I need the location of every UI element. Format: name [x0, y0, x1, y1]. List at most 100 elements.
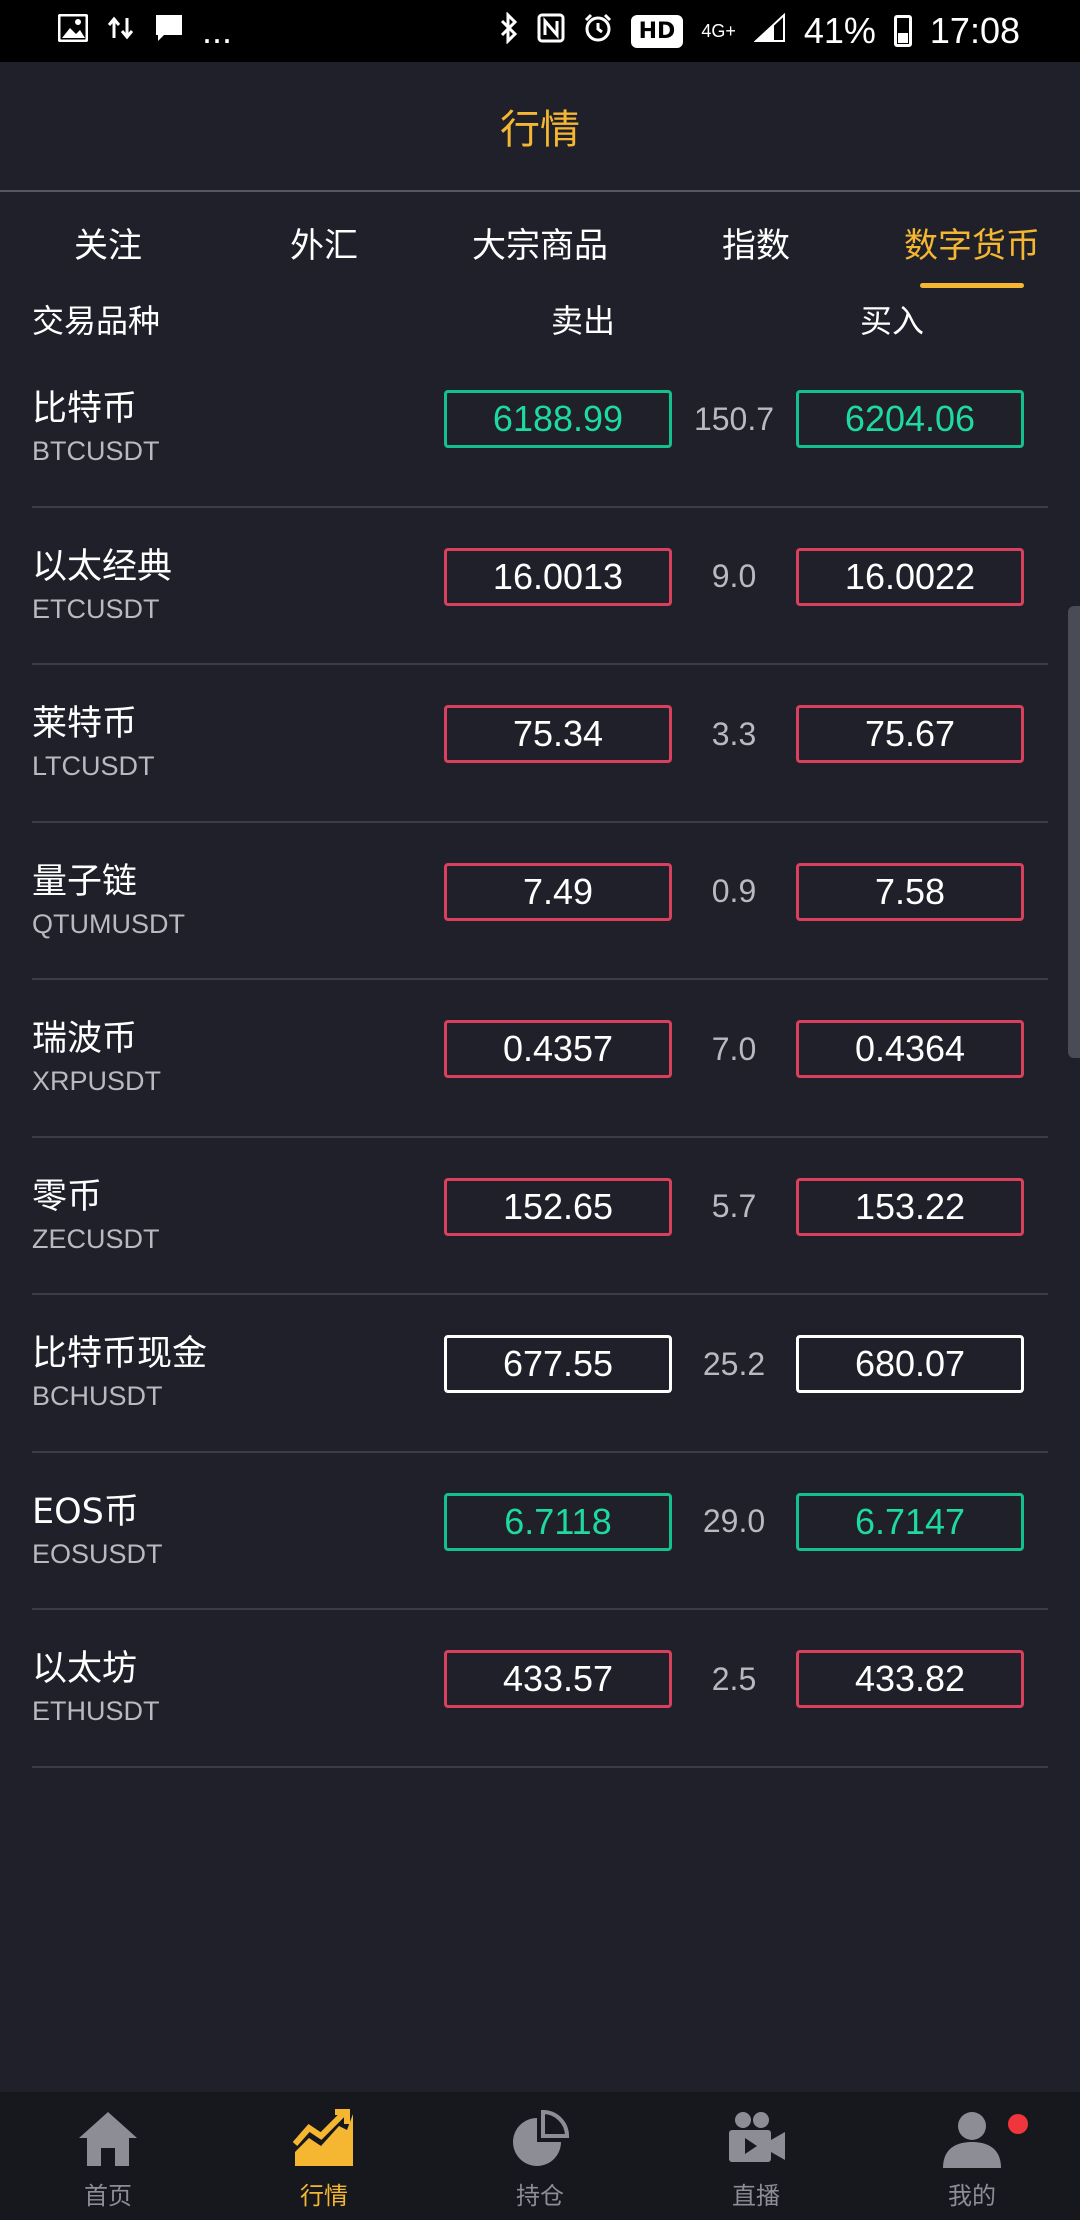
quote-row[interactable]: 以太经典 ETCUSDT 16.0013 9.0 16.0022 [32, 508, 1048, 665]
symbol-name: 莱特币 [32, 704, 138, 744]
spread-value: 29.0 [702, 1503, 766, 1539]
quote-row[interactable]: 莱特币 LTCUSDT 75.34 3.3 75.67 [32, 665, 1048, 823]
quote-row[interactable]: 零币 ZECUSDT 152.65 5.7 153.22 [32, 1138, 1048, 1295]
nav-label: 我的 [948, 2182, 996, 2210]
buy-price-button[interactable]: 680.07 [796, 1335, 1024, 1393]
spread-value: 5.7 [711, 1188, 757, 1224]
quote-row[interactable]: 比特币 BTCUSDT 6188.99 150.7 6204.06 [32, 350, 1048, 508]
symbol-code: ZECUSDT [32, 1223, 160, 1254]
symbol-name: 零币 [32, 1176, 103, 1217]
pie-chart-icon [505, 2106, 575, 2172]
column-headers: 交易品种 卖出 买入 [0, 290, 1080, 346]
symbol-code: LTCUSDT [32, 751, 155, 781]
symbol-code: XRPUSDT [32, 1066, 162, 1096]
video-camera-icon [721, 2106, 791, 2172]
symbol-name: EOS币 [32, 1491, 139, 1532]
buy-price-button[interactable]: 7.58 [796, 862, 1024, 921]
spread-value: 25.2 [702, 1345, 766, 1382]
bottom-nav: 首页 行情 持仓 直播 我的 [0, 2092, 1080, 2220]
symbol-code: BTCUSDT [32, 436, 160, 466]
symbol-name: 瑞波币 [32, 1019, 138, 1059]
nav-label: 持仓 [516, 2182, 564, 2210]
user-icon [937, 2106, 1007, 2172]
nav-me[interactable]: 我的 [864, 2092, 1080, 2220]
quote-list: 比特币 BTCUSDT 6188.99 150.7 6204.06 以太经典 E… [0, 350, 1080, 1768]
quote-row[interactable]: 以太坊 ETHUSDT 433.57 2.5 433.82 [32, 1610, 1048, 1768]
nav-positions[interactable]: 持仓 [432, 2092, 648, 2220]
scrollbar[interactable] [1068, 606, 1080, 1058]
sell-price-button[interactable]: 75.34 [444, 705, 672, 763]
battery-percent: 41% [803, 10, 876, 51]
clock: 17:08 [929, 10, 1020, 51]
network-type: 4G+ [701, 20, 736, 41]
symbol-name: 以太坊 [32, 1649, 138, 1689]
signal-icon [753, 12, 786, 49]
tab-watchlist[interactable]: 关注 [74, 225, 142, 266]
buy-price-button[interactable]: 6204.06 [796, 390, 1024, 448]
nav-label: 行情 [300, 2182, 348, 2210]
data-sync-icon [106, 14, 136, 48]
buy-price-button[interactable]: 16.0022 [796, 547, 1024, 606]
quote-row[interactable]: 比特币现金 BCHUSDT 677.55 25.2 680.07 [32, 1295, 1048, 1453]
symbol-name: 比特币现金 [32, 1334, 208, 1374]
sell-price-button[interactable]: 677.55 [444, 1335, 672, 1393]
symbol-name: 量子链 [32, 861, 138, 902]
buy-price-button[interactable]: 75.67 [796, 705, 1024, 763]
spread-value: 0.9 [711, 873, 757, 909]
quote-row[interactable]: 瑞波币 XRPUSDT 0.4357 7.0 0.4364 [32, 980, 1048, 1138]
hd-voice-badge: HD [630, 14, 684, 48]
symbol-code: QTUMUSDT [32, 908, 185, 939]
image-icon [57, 13, 89, 48]
buy-price-button[interactable]: 153.22 [796, 1177, 1024, 1236]
more-notifications: ... [202, 10, 233, 51]
status-bar-right: HD 4G+ 41% 17:08 [499, 10, 1020, 52]
bluetooth-icon [499, 11, 519, 50]
buy-price-button[interactable]: 6.7147 [796, 1492, 1024, 1551]
column-header-sell: 卖出 [551, 302, 616, 340]
quote-row[interactable]: 量子链 QTUMUSDT 7.49 0.9 7.58 [32, 823, 1048, 980]
buy-price-button[interactable]: 0.4364 [796, 1020, 1024, 1078]
sell-price-button[interactable]: 6.7118 [444, 1492, 672, 1551]
app-header: 行情 [0, 62, 1080, 192]
buy-price-button[interactable]: 433.82 [796, 1650, 1024, 1708]
nfc-icon [537, 13, 565, 49]
spread-value: 9.0 [711, 558, 757, 594]
sell-price-button[interactable]: 7.49 [444, 862, 672, 921]
tab-crypto[interactable]: 数字货币 [864, 194, 1080, 290]
sell-price-button[interactable]: 152.65 [444, 1177, 672, 1236]
spread-value: 7.0 [711, 1030, 757, 1067]
sell-price-button[interactable]: 16.0013 [444, 547, 672, 606]
sell-price-button[interactable]: 6188.99 [444, 390, 672, 448]
quote-row[interactable]: EOS币 EOSUSDT 6.7118 29.0 6.7147 [32, 1453, 1048, 1610]
tab-commodities[interactable]: 大宗商品 [472, 225, 608, 266]
page-title: 行情 [500, 107, 580, 153]
spread-value: 150.7 [693, 400, 775, 437]
market-chart-icon [289, 2106, 359, 2172]
spread-value: 2.5 [711, 1660, 757, 1697]
category-tabs: 关注 外汇 大宗商品 指数 数字货币 [0, 194, 1080, 290]
nav-label: 首页 [84, 2182, 132, 2210]
sell-price-button[interactable]: 0.4357 [444, 1020, 672, 1078]
spread-value: 3.3 [711, 715, 757, 752]
status-bar-left: ... [57, 10, 233, 52]
symbol-name: 以太经典 [32, 546, 173, 587]
symbol-code: ETHUSDT [32, 1696, 160, 1726]
symbol-name: 比特币 [32, 389, 138, 429]
nav-market[interactable]: 行情 [216, 2092, 432, 2220]
home-icon [73, 2106, 143, 2172]
sell-price-button[interactable]: 433.57 [444, 1650, 672, 1708]
nav-home[interactable]: 首页 [0, 2092, 216, 2220]
column-header-name: 交易品种 [32, 302, 161, 340]
notification-badge [1008, 2114, 1028, 2134]
tab-indices[interactable]: 指数 [722, 225, 790, 266]
symbol-code: EOSUSDT [32, 1538, 163, 1569]
symbol-code: ETCUSDT [32, 593, 160, 624]
tab-forex[interactable]: 外汇 [290, 225, 358, 266]
nav-label: 直播 [732, 2182, 780, 2210]
alarm-icon [583, 13, 613, 49]
column-header-buy: 买入 [860, 302, 925, 340]
message-icon [154, 13, 184, 49]
battery-icon [893, 15, 912, 47]
symbol-code: BCHUSDT [32, 1381, 163, 1411]
nav-live[interactable]: 直播 [648, 2092, 864, 2220]
